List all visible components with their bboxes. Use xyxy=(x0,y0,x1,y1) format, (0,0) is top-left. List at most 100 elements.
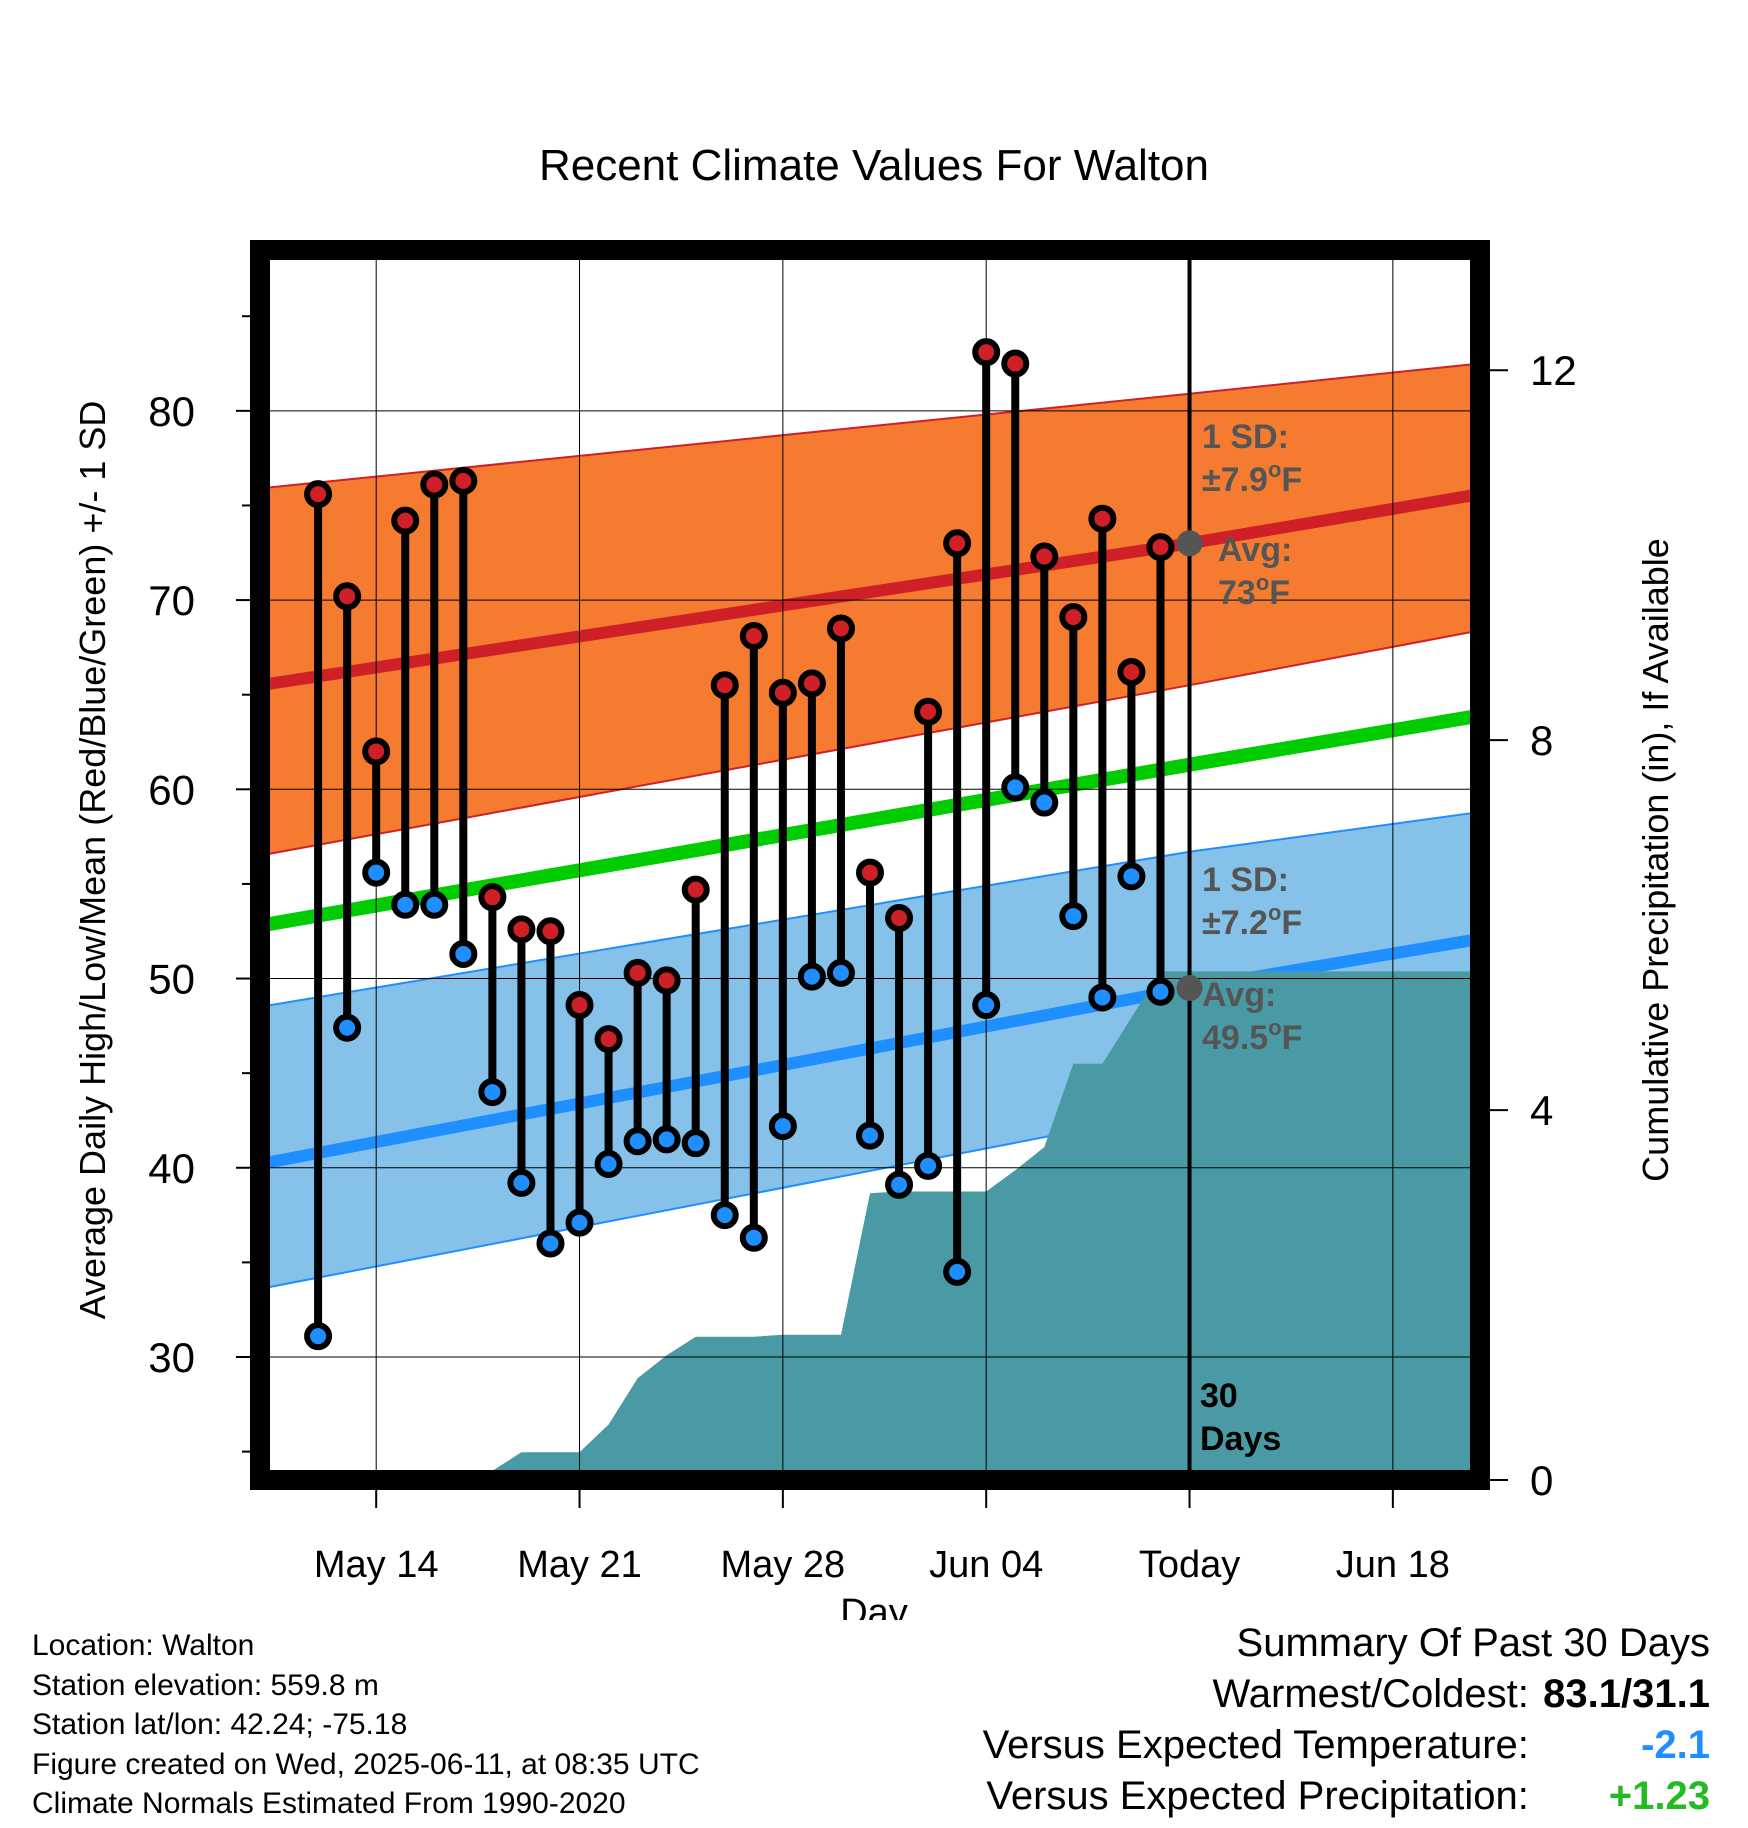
daily-high-point xyxy=(362,737,391,766)
figure-created: Figure created on Wed, 2025-06-11, at 08… xyxy=(32,1747,700,1781)
daily-low-point xyxy=(1117,862,1146,891)
daily-low-point xyxy=(885,1170,914,1199)
station-elevation: Station elevation: 559.8 m xyxy=(32,1668,379,1702)
daily-high-point xyxy=(739,622,768,651)
daily-low-point xyxy=(623,1127,652,1156)
daily-high-point xyxy=(507,915,536,944)
daily-low-point xyxy=(652,1125,681,1154)
left-axis-ticks xyxy=(236,315,250,1453)
y2-tick-label: 0 xyxy=(1530,1457,1553,1504)
daily-low-point xyxy=(333,1013,362,1042)
high-sd-band xyxy=(259,362,1481,857)
daily-high-point xyxy=(826,614,855,643)
daily-low-point xyxy=(478,1078,507,1107)
daily-low-point xyxy=(507,1168,536,1197)
daily-low-point xyxy=(681,1129,710,1158)
right-axis-ticks xyxy=(1490,369,1508,1481)
plot-frame xyxy=(250,240,1490,1490)
daily-low-point xyxy=(536,1229,565,1258)
bottom-axis-ticks xyxy=(375,1490,1394,1508)
summary-title: Summary Of Past 30 Days xyxy=(1236,1621,1710,1665)
daily-low-point xyxy=(594,1149,623,1178)
daily-low-point xyxy=(1059,902,1088,931)
daily-low-point xyxy=(739,1223,768,1252)
daily-high-point xyxy=(972,338,1001,367)
daily-low-point xyxy=(391,890,420,919)
summary-precip-row: Versus Expected Precipitation: +1.23 xyxy=(983,1771,1710,1822)
daily-low-point xyxy=(1030,788,1059,817)
daily-low-point xyxy=(565,1208,594,1237)
low-sd-label: 1 SD: xyxy=(1202,861,1289,899)
daily-high-point xyxy=(304,480,333,509)
x-tick-label: Today xyxy=(1139,1544,1240,1586)
daily-high-point xyxy=(1059,603,1088,632)
daily-high-point xyxy=(449,466,478,495)
daily-high-point xyxy=(391,506,420,535)
daily-low-point xyxy=(1088,983,1117,1012)
normals-period: Climate Normals Estimated From 1990-2020 xyxy=(32,1787,626,1820)
y2-tick-label: 4 xyxy=(1530,1087,1553,1134)
temp-value: -2.1 xyxy=(1641,1723,1710,1767)
daily-low-point xyxy=(943,1257,972,1286)
high-sd-label: 1 SD: xyxy=(1202,418,1289,456)
temp-label: Versus Expected Temperature: xyxy=(982,1723,1529,1767)
station-info: Location: Walton Station elevation: 559.… xyxy=(32,1626,700,1824)
precipitation-area xyxy=(260,971,1480,1480)
daily-high-point xyxy=(478,883,507,912)
daily-low-point xyxy=(797,962,826,991)
summary-panel: Summary Of Past 30 Days Warmest/Coldest:… xyxy=(983,1618,1710,1822)
climate-chart: Recent Climate Values For Walton 1 SD:±7… xyxy=(72,141,1676,1620)
daily-low-point xyxy=(972,991,1001,1020)
daily-low-point xyxy=(856,1121,884,1150)
low-avg-value: 49.5oF xyxy=(1202,1015,1302,1057)
daily-low-point xyxy=(449,939,478,968)
daily-high-point xyxy=(565,991,594,1020)
daily-high-point xyxy=(1001,349,1030,378)
daily-high-point xyxy=(1146,533,1175,562)
daily-low-point xyxy=(710,1201,739,1230)
precip-value: +1.23 xyxy=(1608,1774,1710,1818)
daily-high-point xyxy=(943,529,972,558)
daily-high-point xyxy=(768,678,797,707)
daily-high-point xyxy=(1117,657,1146,686)
daily-high-point xyxy=(594,1025,623,1054)
chart-title: Recent Climate Values For Walton xyxy=(539,141,1209,190)
daily-high-point xyxy=(710,671,739,700)
y2-axis-label: Cumulative Precipitation (in), If Availa… xyxy=(1635,538,1676,1182)
summary-warmest-row: Warmest/Coldest: 83.1/31.1 xyxy=(983,1669,1711,1720)
window-label-number: 30 xyxy=(1200,1377,1238,1415)
x-tick-label: May 21 xyxy=(517,1544,642,1586)
y2-tick-label: 12 xyxy=(1530,347,1577,394)
summary-temp-row: Versus Expected Temperature: -2.1 xyxy=(983,1720,1710,1771)
y-tick-label: 30 xyxy=(148,1334,195,1381)
daily-high-point xyxy=(885,903,914,932)
daily-high-point xyxy=(797,669,826,698)
low-sd-value: ±7.2oF xyxy=(1202,900,1302,942)
daily-high-point xyxy=(1088,504,1117,533)
daily-low-point xyxy=(304,1322,333,1351)
low-avg-label: Avg: xyxy=(1202,976,1276,1014)
y-axis-label: Average Daily High/Low/Mean (Red/Blue/Gr… xyxy=(72,401,113,1320)
daily-high-point xyxy=(914,697,943,726)
daily-high-point xyxy=(420,470,449,499)
x-tick-label: May 14 xyxy=(314,1544,439,1586)
high-avg-value: 73oF xyxy=(1218,570,1290,612)
warmest-label: Warmest/Coldest: xyxy=(1212,1672,1529,1716)
today-normal-high-marker xyxy=(1176,530,1203,557)
daily-low-point xyxy=(768,1112,797,1141)
station-location: Location: Walton xyxy=(32,1629,255,1662)
daily-high-point xyxy=(856,858,884,887)
x-tick-label: May 28 xyxy=(721,1544,846,1586)
window-label-days: Days xyxy=(1200,1420,1281,1458)
daily-low-point xyxy=(1146,977,1175,1006)
daily-high-point xyxy=(536,917,565,946)
y-tick-label: 80 xyxy=(148,388,195,435)
daily-low-point xyxy=(420,890,449,919)
y-tick-label: 70 xyxy=(148,577,195,624)
daily-high-point xyxy=(652,966,681,995)
daily-low-point xyxy=(914,1151,943,1180)
y-tick-label: 50 xyxy=(148,956,195,1003)
y2-tick-label: 8 xyxy=(1530,717,1553,764)
y-tick-label: 40 xyxy=(148,1145,195,1192)
daily-high-point xyxy=(681,875,710,904)
